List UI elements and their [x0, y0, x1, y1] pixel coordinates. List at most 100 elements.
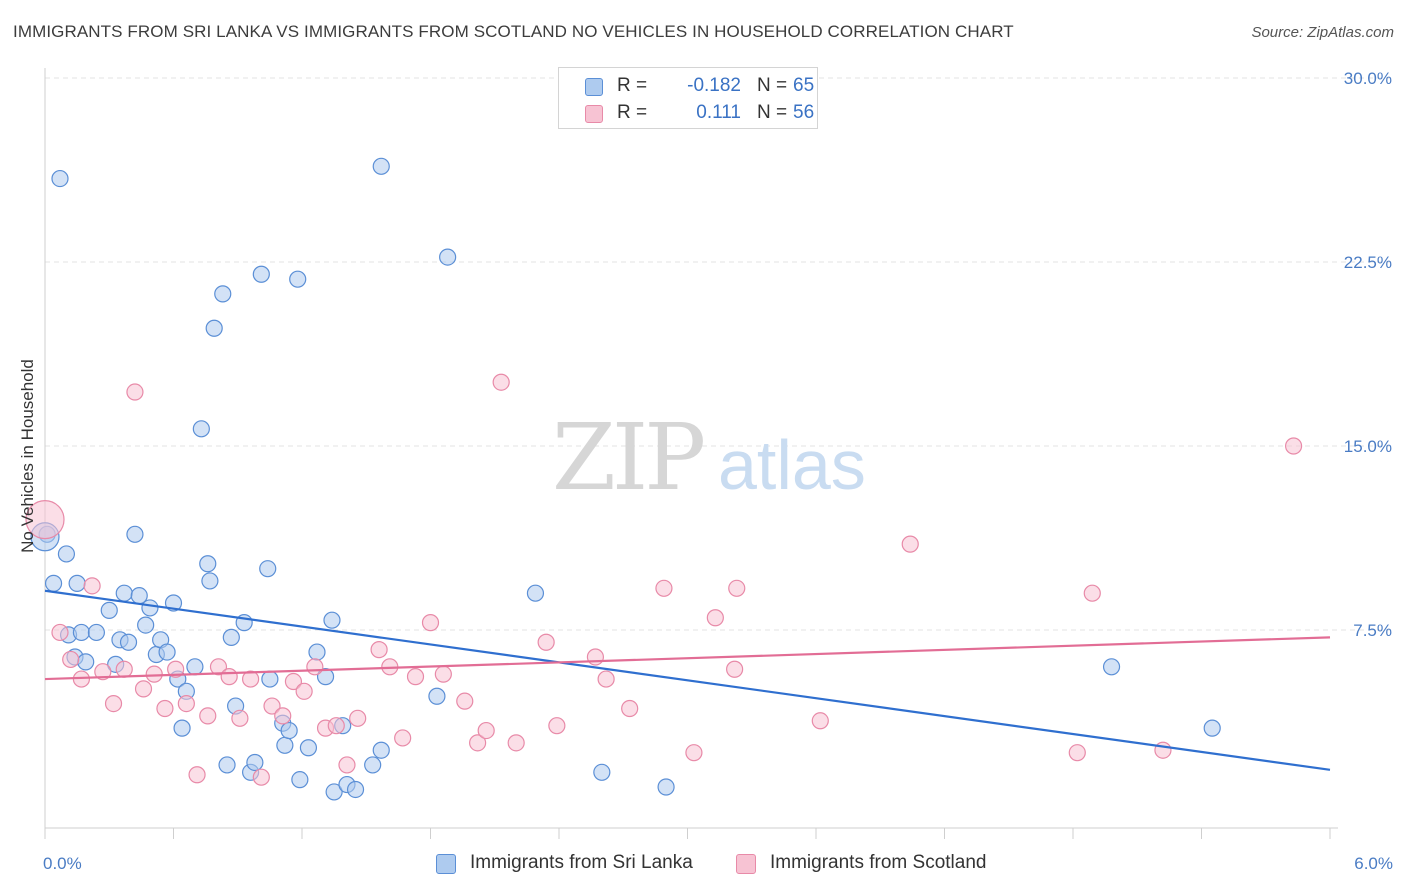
point-scotland: [586, 648, 605, 666]
point-scotland: [1284, 437, 1303, 455]
point-sri-lanka: [141, 599, 159, 617]
point-scotland: [394, 729, 412, 747]
point-scotland: [220, 668, 238, 686]
legend-r-label: R =: [617, 102, 648, 123]
point-sri-lanka: [199, 555, 217, 573]
point-scotland: [421, 614, 440, 632]
legend-label-scotland: Immigrants from Scotland: [770, 852, 987, 873]
legend-swatch-pink: [585, 105, 603, 123]
point-scotland: [284, 672, 303, 691]
point-scotland: [252, 768, 270, 786]
point-sri-lanka: [57, 545, 76, 563]
point-scotland: [1083, 584, 1101, 602]
legend-n-label: N =: [757, 75, 788, 96]
point-scotland: [349, 709, 367, 727]
trend-line-scotland: [44, 636, 1331, 681]
point-scotland: [548, 717, 566, 735]
point-sri-lanka: [372, 741, 390, 759]
point-scotland: [177, 694, 195, 713]
point-scotland: [295, 682, 313, 700]
y-tick-label: 7.5%: [1353, 621, 1392, 640]
point-sri-lanka: [126, 525, 144, 543]
tick-labels: 7.5% 15.0% 22.5% 30.0% 0.0% 6.0%: [43, 69, 1393, 873]
legend-n-value: 65: [793, 75, 815, 96]
point-scotland: [406, 668, 425, 686]
point-sri-lanka: [192, 420, 210, 438]
point-scotland: [537, 633, 555, 651]
point-sri-lanka: [246, 753, 264, 772]
point-sri-lanka: [657, 778, 675, 796]
legend-swatch-pink: [736, 854, 756, 874]
point-scotland: [115, 660, 133, 678]
point-sri-lanka: [201, 572, 219, 590]
point-scotland: [188, 766, 206, 784]
legend-label-sri-lanka: Immigrants from Sri Lanka: [470, 852, 693, 873]
point-scotland: [306, 658, 324, 676]
series-scotland-points: [25, 373, 1303, 786]
point-sri-lanka: [1102, 658, 1121, 676]
point-sri-lanka: [44, 574, 63, 592]
point-sri-lanka: [364, 756, 382, 774]
legend-r-label: R =: [617, 75, 648, 96]
chart-title: IMMIGRANTS FROM SRI LANKA VS IMMIGRANTS …: [13, 22, 1014, 41]
point-sri-lanka: [289, 270, 307, 288]
point-scotland: [327, 717, 345, 735]
point-scotland: [242, 670, 260, 688]
legend-swatch-blue: [585, 78, 603, 96]
point-scotland: [145, 665, 163, 683]
y-tick-label: 15.0%: [1344, 437, 1392, 456]
point-sri-lanka: [439, 248, 457, 266]
point-scotland: [134, 680, 153, 698]
point-sri-lanka: [261, 670, 279, 688]
point-sri-lanka: [218, 756, 236, 774]
x-tick-label: 0.0%: [43, 854, 82, 873]
point-scotland: [726, 660, 744, 678]
grid-lines: [45, 77, 1390, 631]
x-tick-label: 6.0%: [1354, 854, 1393, 873]
point-scotland: [811, 712, 829, 730]
point-sri-lanka: [259, 560, 277, 578]
legend-n-value: 56: [793, 102, 815, 123]
point-sri-lanka: [280, 721, 298, 740]
point-sri-lanka: [51, 169, 69, 188]
point-scotland: [706, 609, 724, 627]
point-sri-lanka: [137, 616, 155, 634]
point-scotland: [728, 579, 746, 597]
point-sri-lanka: [299, 739, 318, 757]
point-sri-lanka: [77, 653, 95, 671]
point-scotland: [231, 709, 249, 727]
point-scotland: [370, 641, 388, 659]
trend-lines: [44, 589, 1331, 771]
point-scotland: [156, 699, 174, 718]
point-sri-lanka: [1203, 719, 1221, 737]
point-sri-lanka: [222, 628, 240, 646]
point-scotland: [655, 579, 673, 597]
point-scotland: [83, 577, 101, 595]
point-scotland: [209, 658, 228, 676]
y-axis-label: No Vehicles in Household: [18, 359, 37, 553]
point-sri-lanka: [252, 265, 270, 283]
source-label: Source: ZipAtlas.com: [1251, 24, 1394, 41]
watermark: ZIP atlas: [552, 404, 866, 511]
point-scotland: [597, 670, 615, 688]
point-sri-lanka: [87, 623, 106, 642]
point-scotland: [94, 663, 112, 681]
point-sri-lanka: [158, 643, 176, 661]
point-sri-lanka: [291, 771, 309, 789]
point-scotland: [621, 699, 639, 718]
point-scotland: [685, 744, 703, 762]
point-sri-lanka: [115, 584, 133, 602]
point-sri-lanka: [276, 736, 294, 754]
watermark-zip: ZIP: [552, 404, 703, 511]
series-sri-lanka-points: [30, 157, 1221, 801]
y-tick-label: 30.0%: [1344, 69, 1392, 88]
point-sri-lanka: [346, 780, 365, 799]
legend-r-value: -0.182: [687, 75, 741, 96]
axes: [44, 68, 1338, 839]
legend-swatch-blue: [436, 854, 456, 874]
point-scotland: [1068, 744, 1086, 762]
point-sri-lanka: [173, 719, 191, 737]
point-scotland: [492, 373, 510, 391]
point-scotland: [51, 623, 69, 642]
